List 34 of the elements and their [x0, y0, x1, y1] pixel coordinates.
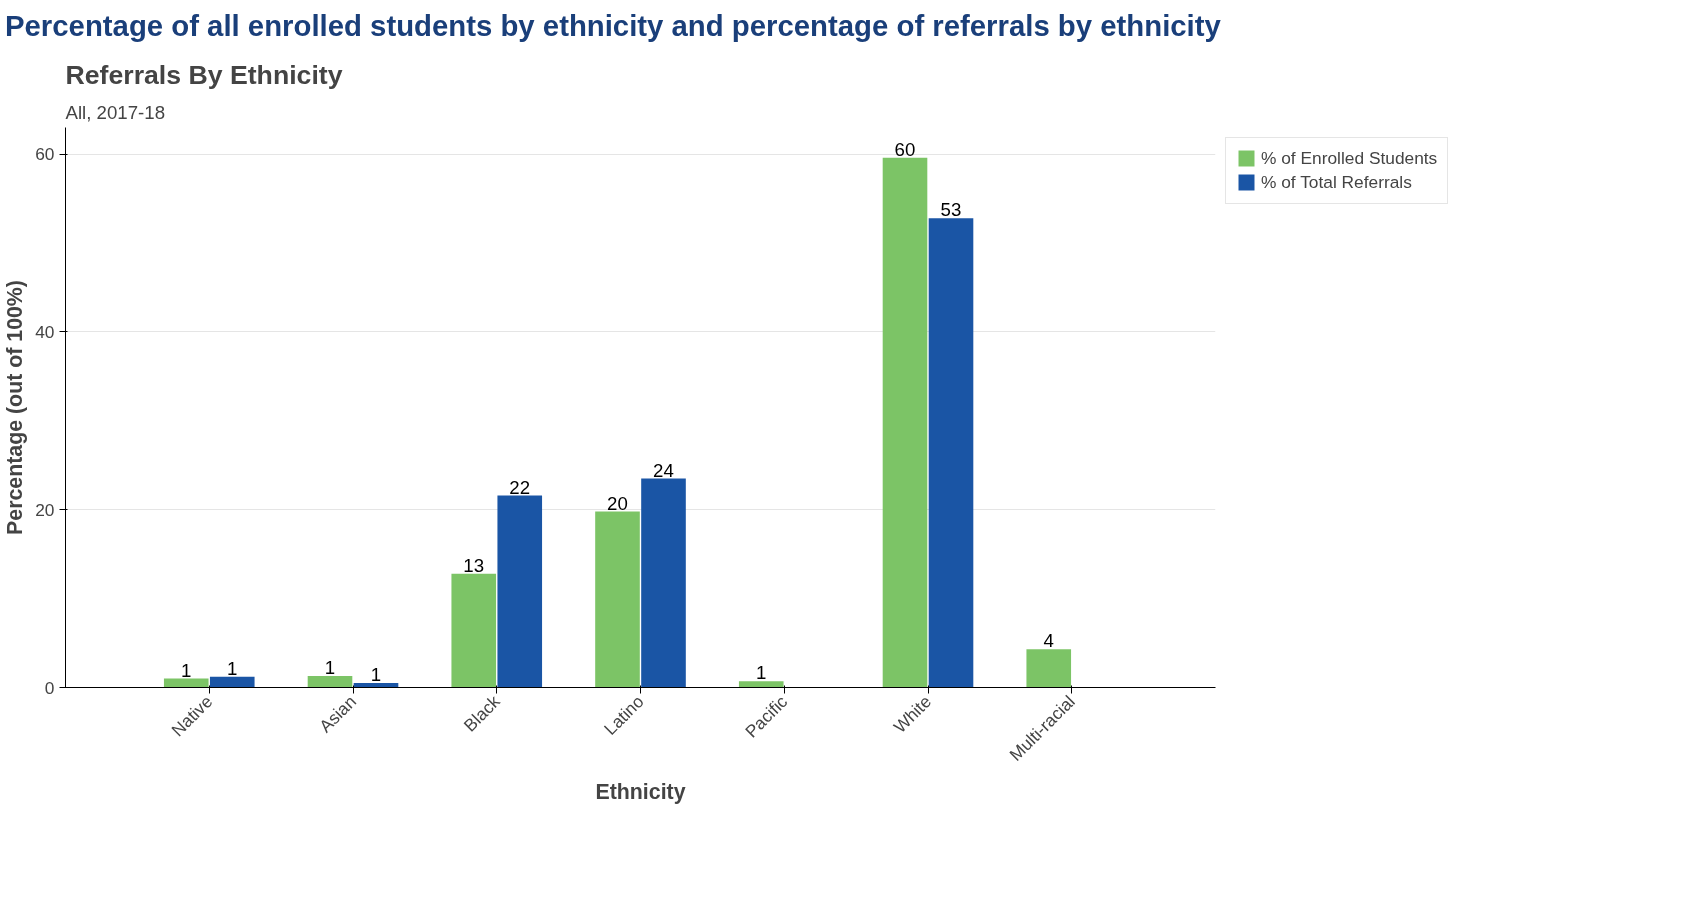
data-label: 24 [653, 459, 674, 481]
chart-title: Referrals By Ethnicity [65, 59, 343, 90]
x-axis-title: Ethnicity [595, 779, 686, 804]
bar [307, 675, 353, 688]
y-tick-label: 60 [35, 144, 55, 165]
data-label: 1 [324, 656, 336, 678]
data-label: 22 [509, 476, 531, 498]
legend-label: % of Total Referrals [1261, 171, 1412, 193]
y-axis-title: Percentage (out of 100%) [3, 279, 28, 535]
y-tick-label: 20 [35, 499, 55, 520]
data-label: 60 [894, 138, 916, 160]
data-label: 4 [1043, 630, 1054, 652]
bar [209, 676, 255, 688]
bar [1026, 649, 1072, 688]
data-label: 1 [227, 657, 238, 679]
data-label: 53 [940, 199, 962, 221]
data-label: 1 [756, 662, 767, 684]
legend-label: % of Enrolled Students [1261, 147, 1438, 169]
chart-subtitle: All, 2017-18 [65, 101, 166, 123]
bar [163, 678, 209, 688]
bar [595, 511, 640, 688]
y-tick-label: 40 [35, 321, 55, 342]
y-tick-label: 0 [44, 677, 55, 698]
bar [928, 218, 974, 688]
data-label: 1 [181, 659, 192, 681]
data-label: 1 [370, 663, 382, 685]
bar [451, 573, 497, 688]
data-label: 13 [463, 554, 485, 576]
bar [738, 681, 784, 688]
bar [882, 157, 928, 688]
data-label: 20 [607, 492, 628, 514]
bar [641, 478, 686, 688]
text: Percentage of all enrolled students by ethnicity and percentage of referrals by ethnicity [5, 8, 1221, 44]
bar [497, 495, 543, 688]
